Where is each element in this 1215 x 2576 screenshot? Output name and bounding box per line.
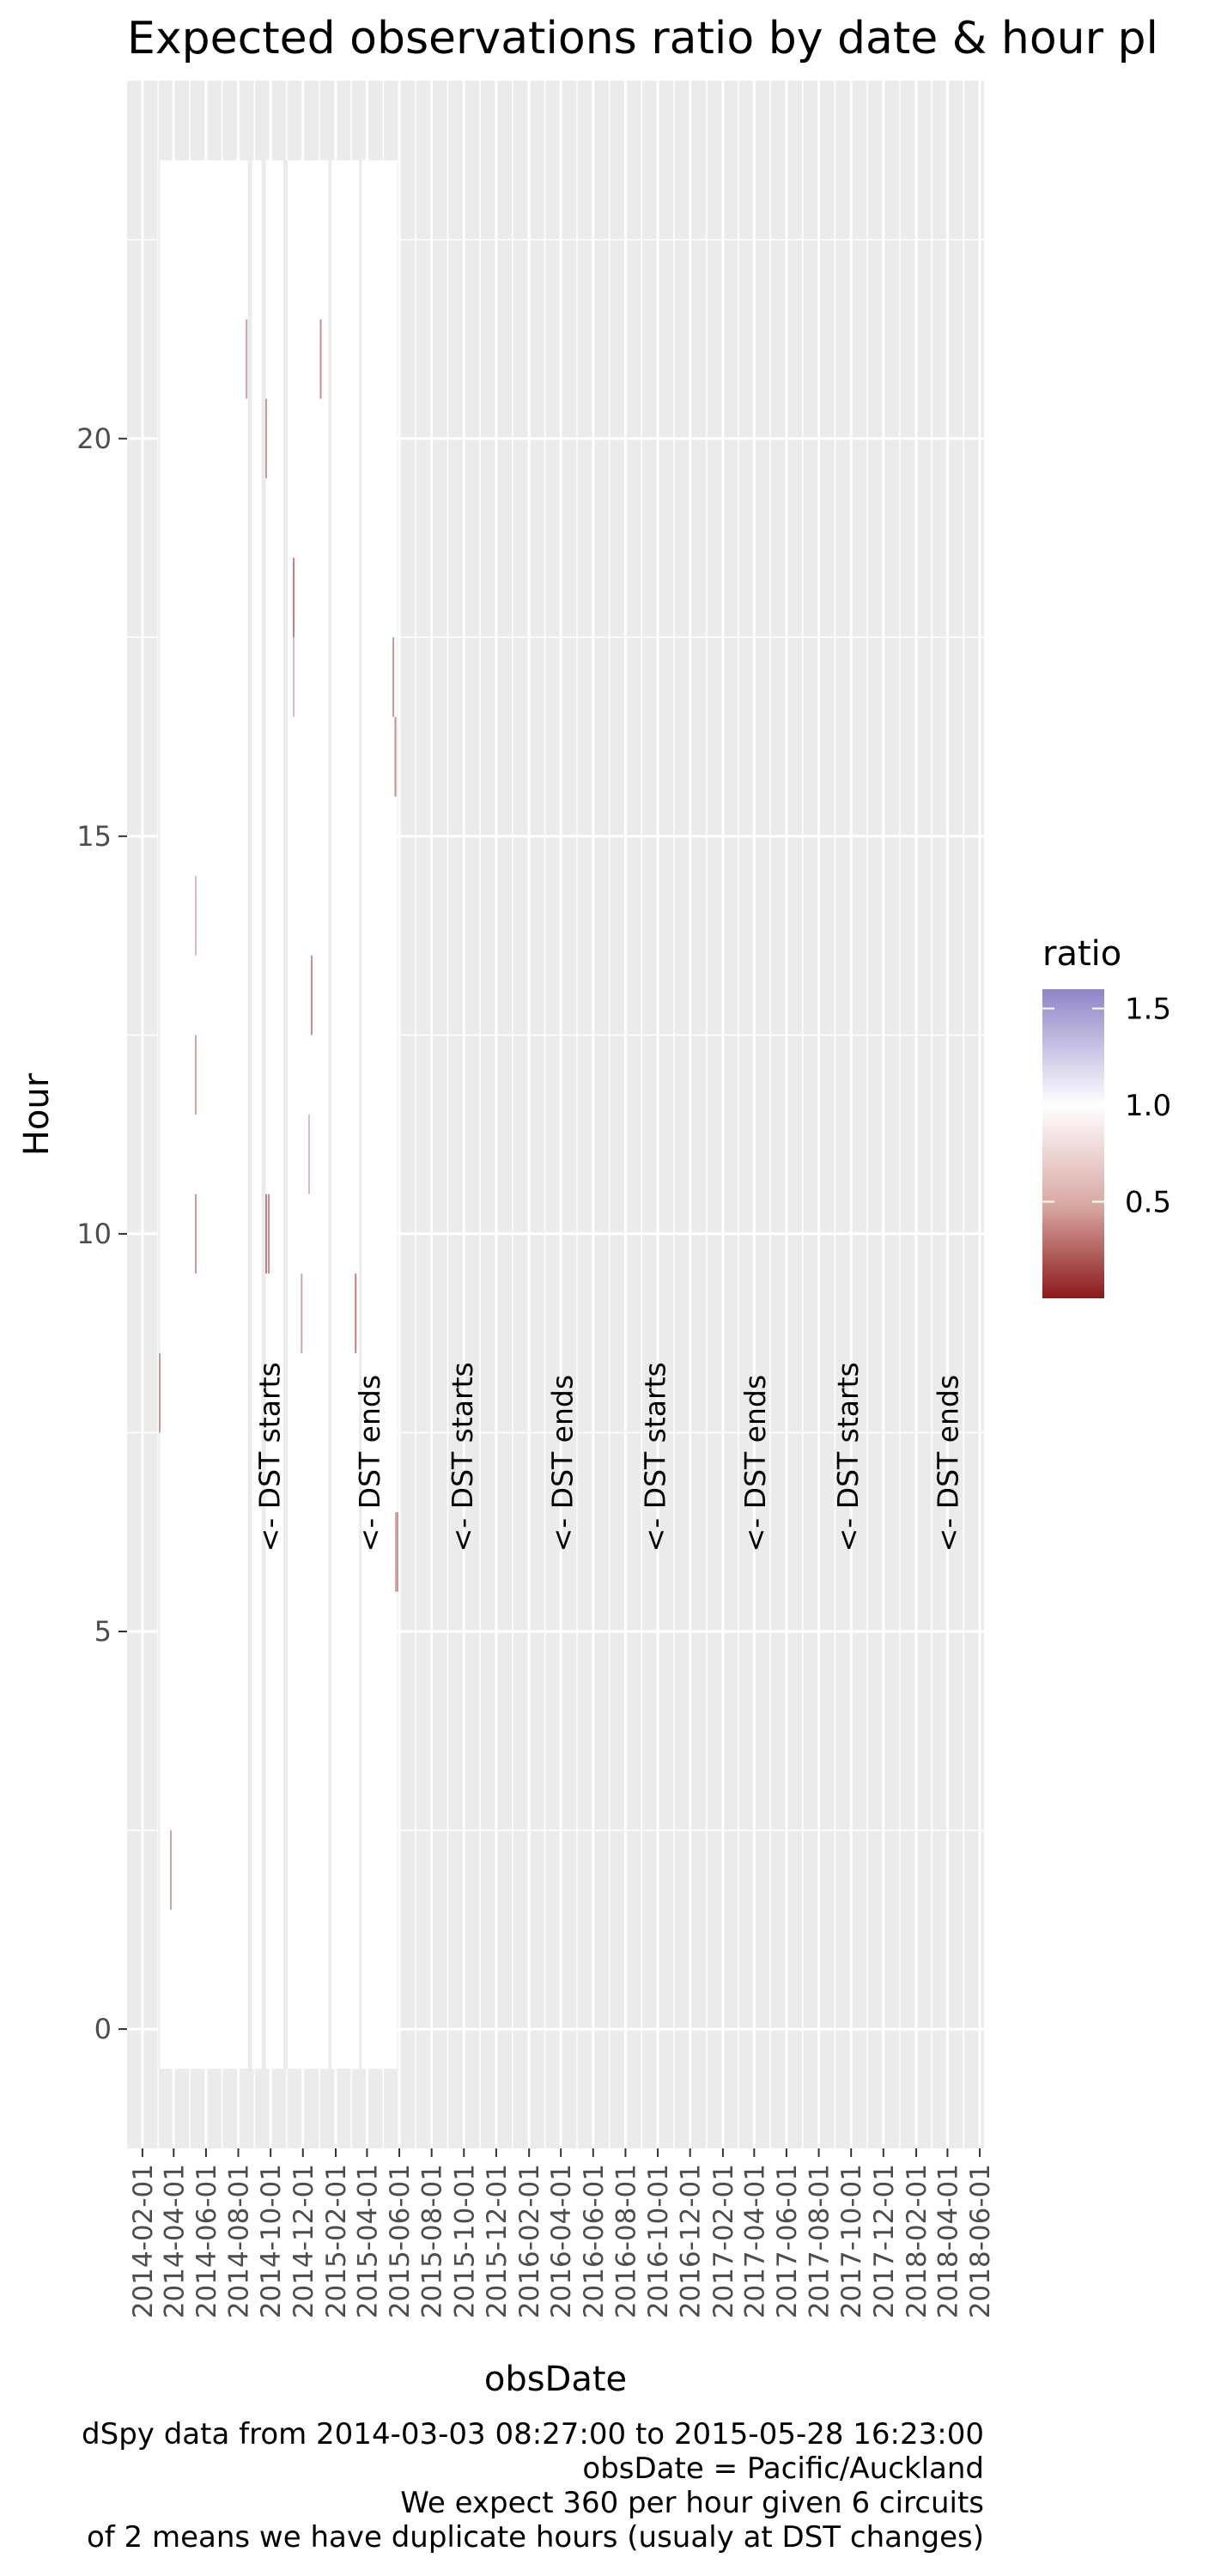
x-tick-label: 2014-12-01 bbox=[289, 2164, 319, 2318]
ratio-cell bbox=[246, 319, 248, 399]
x-axis: 2014-02-01 2014-04-01 2014-06-01 2014-08-01… bbox=[128, 2148, 996, 2318]
x-tick-label: 2014-02-01 bbox=[128, 2164, 159, 2318]
missing-data-gap bbox=[261, 160, 266, 2069]
x-tick-label: 2017-12-01 bbox=[869, 2164, 900, 2318]
dst-annotation: <- DST starts bbox=[638, 1362, 671, 1552]
ratio-cell bbox=[293, 637, 295, 717]
ratio-cell bbox=[264, 1194, 267, 1274]
x-tick-label: 2017-02-01 bbox=[708, 2164, 739, 2318]
dst-annotation: <- DST ends bbox=[545, 1375, 579, 1552]
x-tick-label: 2014-06-01 bbox=[191, 2164, 222, 2318]
missing-data-gap bbox=[158, 1432, 161, 2069]
dst-annotation: <- DST starts bbox=[446, 1362, 479, 1552]
y-tick-label: 0 bbox=[94, 2013, 112, 2045]
ratio-cell bbox=[194, 1035, 197, 1115]
missing-data-gap bbox=[158, 160, 161, 1353]
x-tick-label: 2017-06-01 bbox=[772, 2164, 803, 2318]
dst-annotation: <- DST ends bbox=[353, 1375, 386, 1552]
x-tick-label: 2016-12-01 bbox=[676, 2164, 707, 2318]
legend-colorbar bbox=[1042, 989, 1104, 1298]
y-axis-label: Hour bbox=[17, 1072, 57, 1156]
x-tick-label: 2016-06-01 bbox=[579, 2164, 610, 2318]
x-tick-label: 2015-02-01 bbox=[321, 2164, 352, 2318]
legend-title: ratio bbox=[1042, 934, 1121, 974]
data-cells bbox=[158, 160, 398, 2069]
caption-line-1: dSpy data from 2014-03-03 08:27:00 to 20… bbox=[82, 2417, 984, 2451]
x-tick-label: 2015-10-01 bbox=[449, 2164, 480, 2318]
y-tick-label: 15 bbox=[76, 820, 112, 853]
x-tick-label: 2018-04-01 bbox=[933, 2164, 963, 2318]
dst-annotation: <- DST ends bbox=[931, 1375, 964, 1552]
ratio-cell bbox=[194, 1194, 197, 1274]
ratio-cell bbox=[293, 557, 295, 638]
x-tick-label: 2016-10-01 bbox=[643, 2164, 674, 2318]
y-axis: 0 5 10 15 20 bbox=[76, 422, 127, 2045]
x-tick-label: 2014-08-01 bbox=[224, 2164, 255, 2318]
legend-ticks: 0.5 1.0 1.5 bbox=[1042, 993, 1171, 1220]
caption: dSpy data from 2014-03-03 08:27:00 to 20… bbox=[82, 2417, 984, 2555]
x-tick-label: 2015-04-01 bbox=[352, 2164, 383, 2318]
x-tick-label: 2016-02-01 bbox=[514, 2164, 545, 2318]
legend-label: 0.5 bbox=[1125, 1186, 1171, 1220]
data-block bbox=[158, 160, 398, 2069]
x-tick-label: 2016-08-01 bbox=[611, 2164, 641, 2318]
ratio-cell bbox=[355, 1273, 357, 1353]
x-tick-label: 2017-10-01 bbox=[836, 2164, 867, 2318]
chart-title: Expected observations ratio by date & ho… bbox=[127, 13, 1158, 64]
ratio-cell bbox=[394, 716, 397, 797]
dst-annotation: <- DST starts bbox=[831, 1362, 865, 1552]
missing-data-gap bbox=[282, 160, 288, 2069]
ratio-cell bbox=[392, 637, 395, 717]
ratio-cell bbox=[301, 1273, 303, 1353]
legend-label: 1.0 bbox=[1125, 1089, 1171, 1123]
x-tick-label: 2017-08-01 bbox=[805, 2164, 835, 2318]
x-tick-label: 2016-04-01 bbox=[546, 2164, 577, 2318]
x-tick-label: 2018-06-01 bbox=[965, 2164, 996, 2318]
x-tick-label: 2014-04-01 bbox=[159, 2164, 190, 2318]
ratio-cell bbox=[319, 319, 322, 399]
dst-annotation: <- DST ends bbox=[738, 1375, 772, 1552]
x-tick-label: 2015-12-01 bbox=[482, 2164, 513, 2318]
x-axis-label: obsDate bbox=[484, 2360, 627, 2399]
ratio-cell bbox=[159, 1352, 161, 1433]
ratio-cell bbox=[307, 1115, 310, 1194]
x-tick-label: 2014-10-01 bbox=[256, 2164, 287, 2318]
y-tick-label: 5 bbox=[94, 1615, 112, 1648]
ratio-cell bbox=[311, 955, 313, 1036]
missing-data-gap bbox=[328, 160, 332, 2069]
ratio-cell bbox=[268, 1194, 270, 1274]
y-tick-label: 20 bbox=[76, 422, 112, 455]
caption-line-4: of 2 means we have duplicate hours (usua… bbox=[87, 2520, 984, 2555]
x-tick-label: 2015-08-01 bbox=[417, 2164, 448, 2318]
x-tick-label: 2017-04-01 bbox=[739, 2164, 770, 2318]
missing-data-gap bbox=[359, 160, 362, 2069]
y-tick-label: 10 bbox=[76, 1218, 112, 1250]
legend-label: 1.5 bbox=[1125, 993, 1171, 1027]
ratio-cell bbox=[396, 1512, 398, 1592]
legend: ratio 0.5 1.0 1.5 bbox=[1042, 934, 1171, 1298]
ratio-cell bbox=[395, 1512, 398, 1592]
caption-line-2: obsDate = Pacific/Auckland bbox=[582, 2451, 984, 2486]
ratio-cell bbox=[194, 876, 197, 956]
dst-annotations: <- DST starts <- DST ends <- DST starts <- … bbox=[252, 1362, 964, 1552]
x-tick-label: 2018-02-01 bbox=[902, 2164, 933, 2318]
ratio-cell bbox=[169, 1830, 172, 1911]
caption-line-3: We expect 360 per hour given 6 circuits bbox=[400, 2486, 984, 2520]
dst-annotation: <- DST starts bbox=[252, 1362, 286, 1552]
ratio-cell bbox=[264, 398, 267, 479]
missing-data-gap bbox=[247, 160, 252, 2069]
x-tick-label: 2015-06-01 bbox=[385, 2164, 416, 2318]
